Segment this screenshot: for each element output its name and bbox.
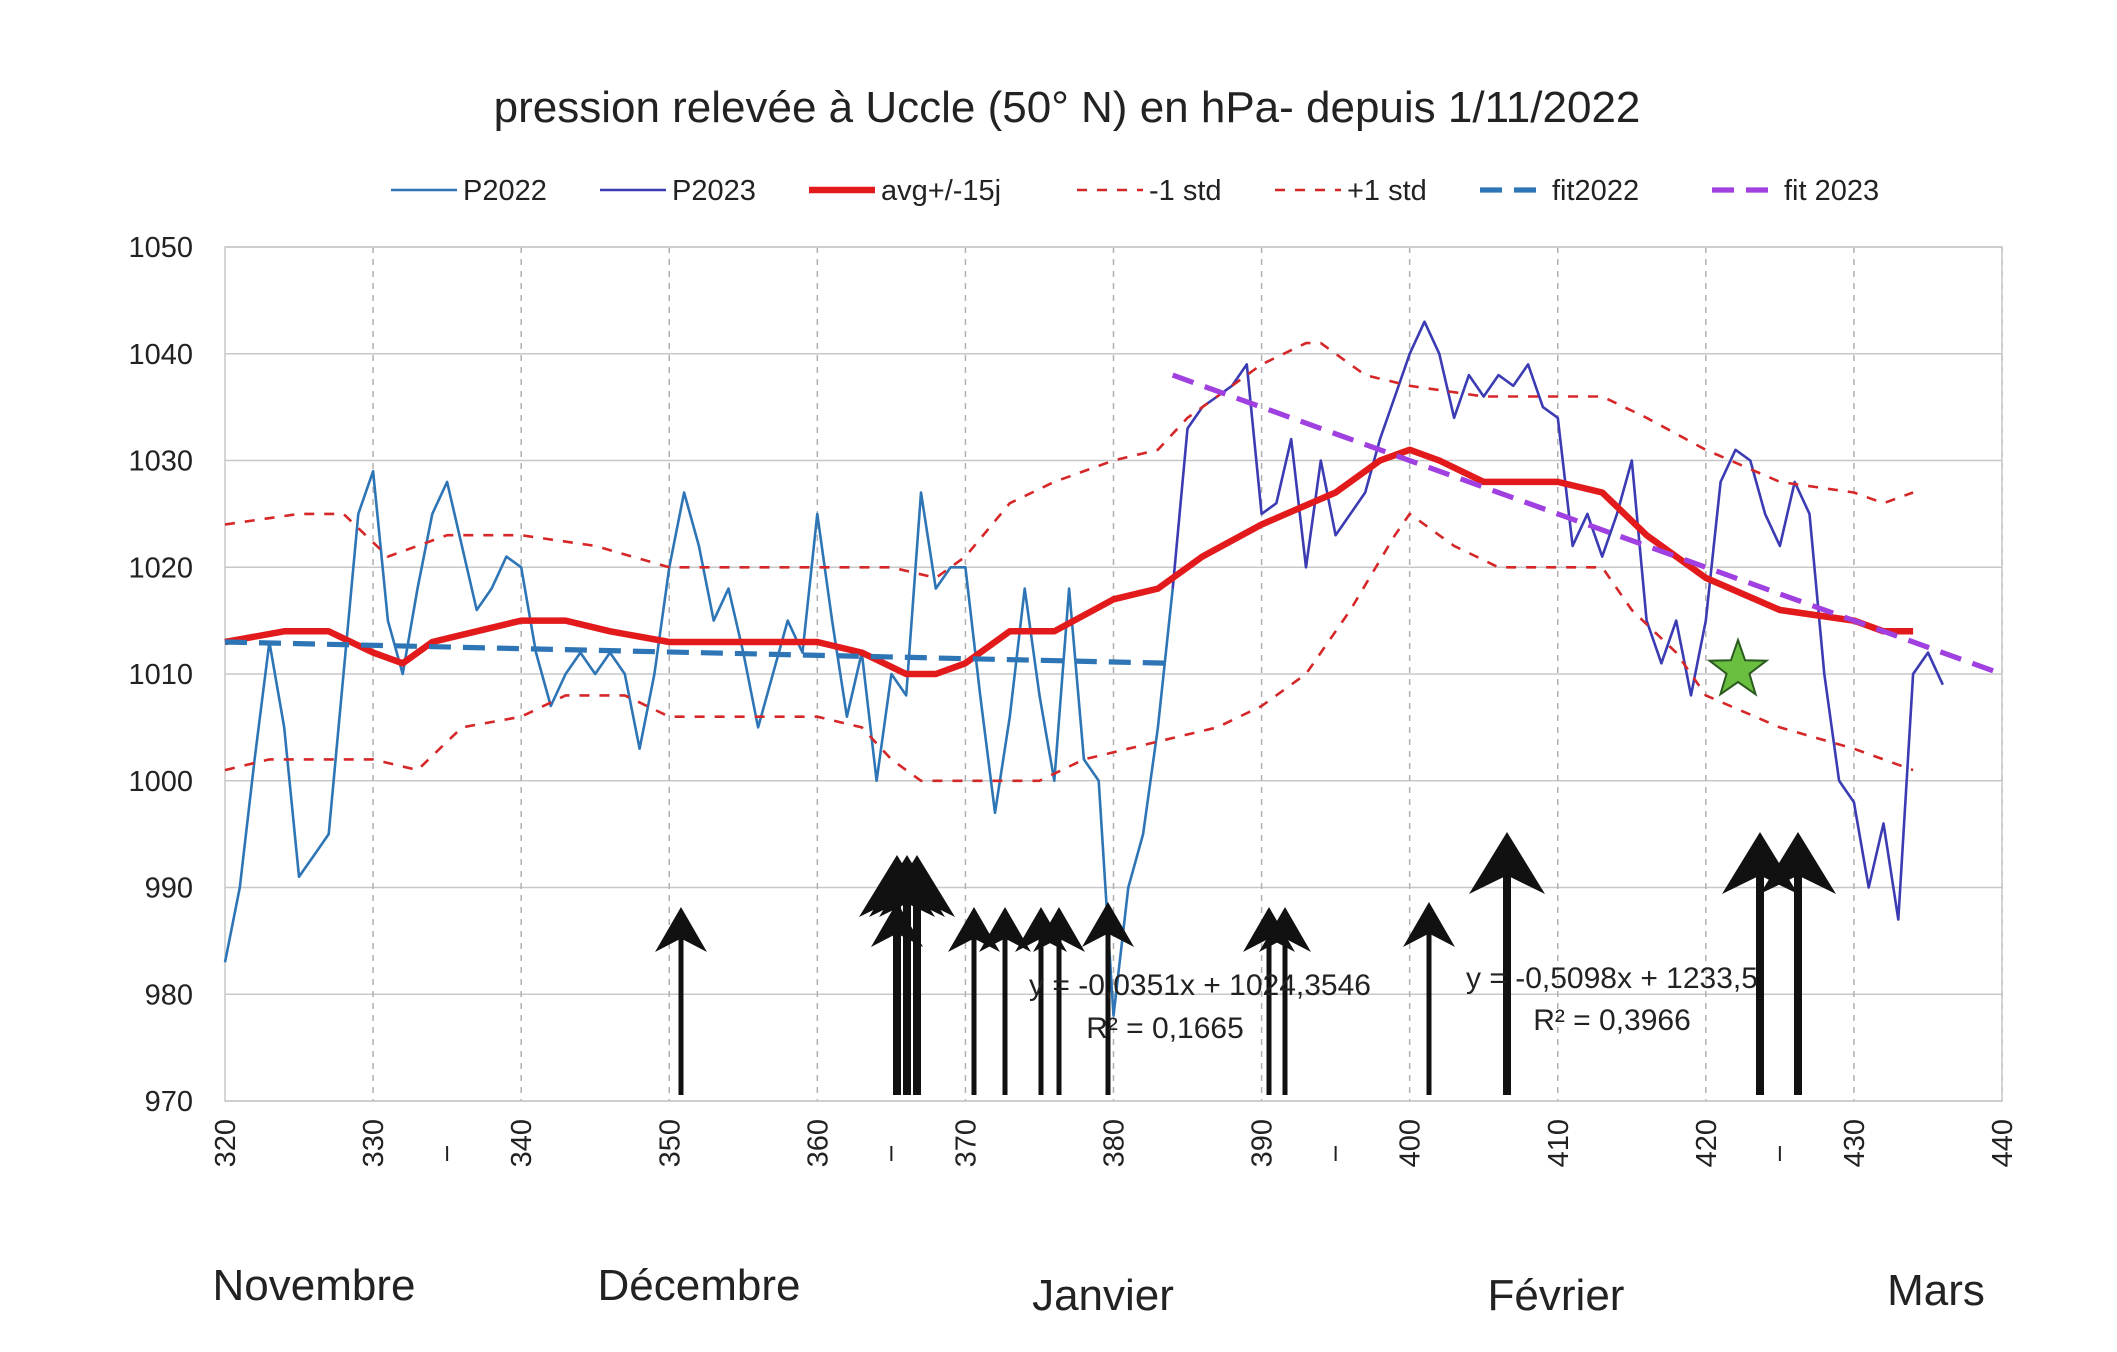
series-line <box>223 469 1174 1017</box>
legend-label: P2023 <box>672 175 756 207</box>
x-tick-label: 410 <box>1543 1119 1575 1167</box>
arrow-head <box>1243 907 1295 952</box>
x-tick-label: 340 <box>506 1119 538 1167</box>
legend-label: +1 std <box>1347 175 1427 207</box>
plot-border <box>224 246 2003 1102</box>
x-tick-label: 320 <box>210 1119 242 1167</box>
y-tick-label: 1050 <box>128 232 193 264</box>
arrow-head <box>655 907 707 952</box>
legend-label: avg+/-15j <box>881 175 1001 207</box>
month-label: Janvier <box>1032 1271 1174 1320</box>
series-line <box>1171 372 2003 677</box>
series-line <box>224 341 1914 580</box>
month-label: Décembre <box>598 1261 801 1310</box>
month-label: Février <box>1488 1271 1625 1320</box>
y-tick-label: 1010 <box>128 659 193 691</box>
y-tick-label: 970 <box>145 1086 193 1118</box>
legend-label: P2022 <box>463 175 547 207</box>
x-tick-label: 360 <box>802 1119 834 1167</box>
y-tick-label: 980 <box>145 979 193 1011</box>
x-tick-label: 440 <box>1987 1119 2019 1167</box>
arrow-head <box>1469 832 1545 894</box>
series-line <box>224 446 1914 678</box>
series-line <box>1171 320 1944 921</box>
legend-label: -1 std <box>1149 175 1222 207</box>
arrow-head <box>1033 907 1085 952</box>
y-tick-label: 990 <box>145 873 193 905</box>
x-tick-label: 420 <box>1691 1119 1723 1167</box>
chart-title: pression relevée à Uccle (50° N) en hPa-… <box>494 83 1641 132</box>
y-tick-label: 1030 <box>128 446 193 478</box>
arrow-head <box>1403 902 1455 947</box>
series-line <box>224 639 1173 666</box>
month-label: Novembre <box>213 1261 416 1310</box>
y-tick-label: 1020 <box>128 552 193 584</box>
x-tick-label: 380 <box>1099 1119 1131 1167</box>
x-tick-label: 400 <box>1395 1119 1427 1167</box>
annotation: y = -0,0351x + 1024,3546 <box>1029 969 1371 1002</box>
annotation: y = -0,5098x + 1233,5 <box>1466 962 1758 995</box>
arrow-head <box>1760 832 1836 894</box>
x-tick-label: 330 <box>358 1119 390 1167</box>
arrow-head <box>1259 907 1311 952</box>
month-label: Mars <box>1887 1266 1985 1315</box>
legend-label: fit 2023 <box>1784 175 1879 207</box>
y-tick-label: 1000 <box>128 766 193 798</box>
annotation: R² = 0,3966 <box>1533 1004 1691 1037</box>
x-tick-label: 370 <box>950 1119 982 1167</box>
arrow-head <box>879 855 955 917</box>
x-tick-label: 390 <box>1247 1119 1279 1167</box>
x-tick-label: 350 <box>654 1119 686 1167</box>
star <box>1706 636 1770 697</box>
legend-label: fit2022 <box>1552 175 1639 207</box>
arrow-head <box>871 902 923 947</box>
arrow-head <box>979 907 1031 952</box>
annotation: R² = 0,1665 <box>1086 1012 1244 1045</box>
arrow-head <box>1082 902 1134 947</box>
y-tick-label: 1040 <box>128 339 193 371</box>
series-line <box>224 512 1914 783</box>
x-tick-label: 430 <box>1839 1119 1871 1167</box>
